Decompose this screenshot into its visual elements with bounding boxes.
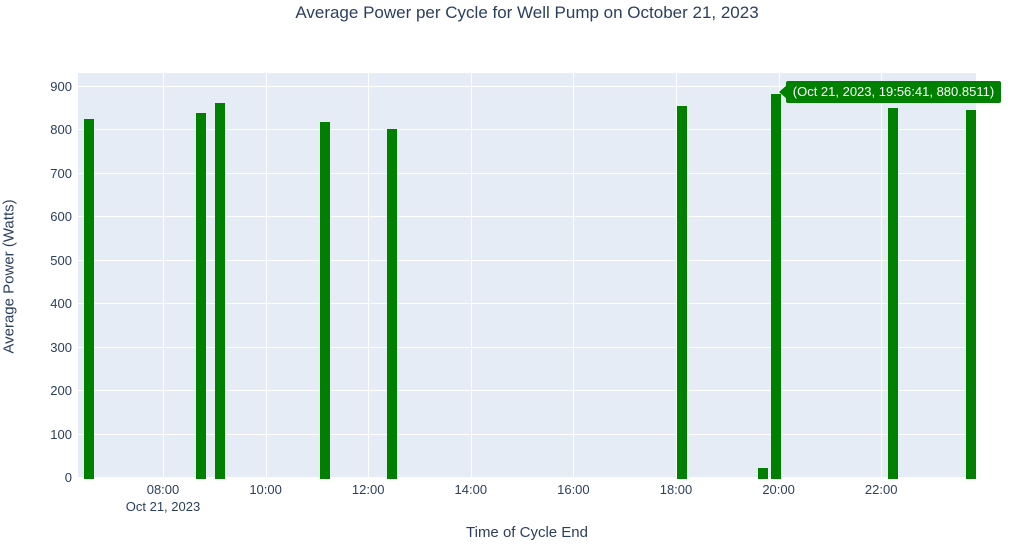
chart-title: Average Power per Cycle for Well Pump on…	[295, 3, 759, 22]
hover-tooltip-text: (Oct 21, 2023, 19:56:41, 880.8511)	[792, 84, 995, 100]
y-gridline	[78, 129, 976, 131]
y-tick-label: 900	[50, 79, 72, 94]
y-gridline	[78, 86, 976, 87]
bar-22-14[interactable]	[888, 107, 899, 479]
x-gridline	[163, 73, 164, 479]
y-gridline	[78, 346, 976, 348]
bar-09-07[interactable]	[215, 103, 226, 479]
bar-11-09[interactable]	[319, 121, 330, 479]
y-gridline	[78, 303, 976, 305]
y-tick-label: 600	[50, 209, 72, 225]
plot-area[interactable]	[78, 73, 976, 479]
hover-tooltip: (Oct 21, 2023, 19:56:41, 880.8511)	[778, 81, 1002, 104]
y-tick-label: 300	[50, 339, 72, 355]
x-gridline	[881, 73, 883, 479]
x-tick-label: 20:00	[762, 482, 795, 497]
y-tick-label: 700	[50, 165, 72, 181]
x-tick-label: 08:00	[146, 482, 180, 497]
y-tick-label: 400	[50, 296, 72, 312]
x-tick-label: 12:00	[351, 482, 385, 497]
bar-18-07[interactable]	[676, 105, 687, 479]
y-gridline	[78, 259, 976, 261]
bar-19-56-41[interactable]	[770, 94, 781, 479]
x-gridline	[573, 73, 575, 479]
x-tick-label: 16:00	[557, 482, 590, 497]
y-tick-label: 100	[50, 426, 72, 442]
y-tick-label: 200	[50, 383, 72, 399]
x-tick-label: 14:00	[454, 482, 488, 497]
x-tick-label: 18:00	[659, 482, 693, 497]
bar-12-28[interactable]	[387, 129, 398, 479]
y-gridline	[78, 172, 976, 174]
y-zeroline	[78, 477, 976, 479]
x-gridline	[470, 73, 472, 479]
x-axis-date-label: Oct 21, 2023	[125, 499, 201, 514]
y-gridline	[78, 390, 976, 392]
y-axis-title: Average Power (Watts)	[0, 199, 18, 354]
y-tick-label: 800	[50, 122, 72, 138]
y-gridline	[78, 433, 976, 435]
bar-19-42[interactable]	[758, 468, 769, 479]
y-tick-label: 0	[64, 470, 72, 485]
x-tick-label: 10:00	[249, 482, 282, 497]
bar-23-45[interactable]	[965, 109, 976, 479]
tooltip-caret-icon	[778, 85, 787, 100]
x-gridline	[265, 73, 267, 479]
x-tick-label: 22:00	[864, 482, 898, 497]
bar-08-44[interactable]	[195, 112, 206, 479]
y-gridline	[78, 216, 976, 218]
y-tick-label: 500	[50, 252, 72, 268]
x-gridline	[368, 73, 370, 479]
bar-06-34[interactable]	[84, 118, 95, 479]
x-gridline	[676, 73, 677, 479]
x-axis-title: Time of Cycle End	[466, 524, 588, 541]
